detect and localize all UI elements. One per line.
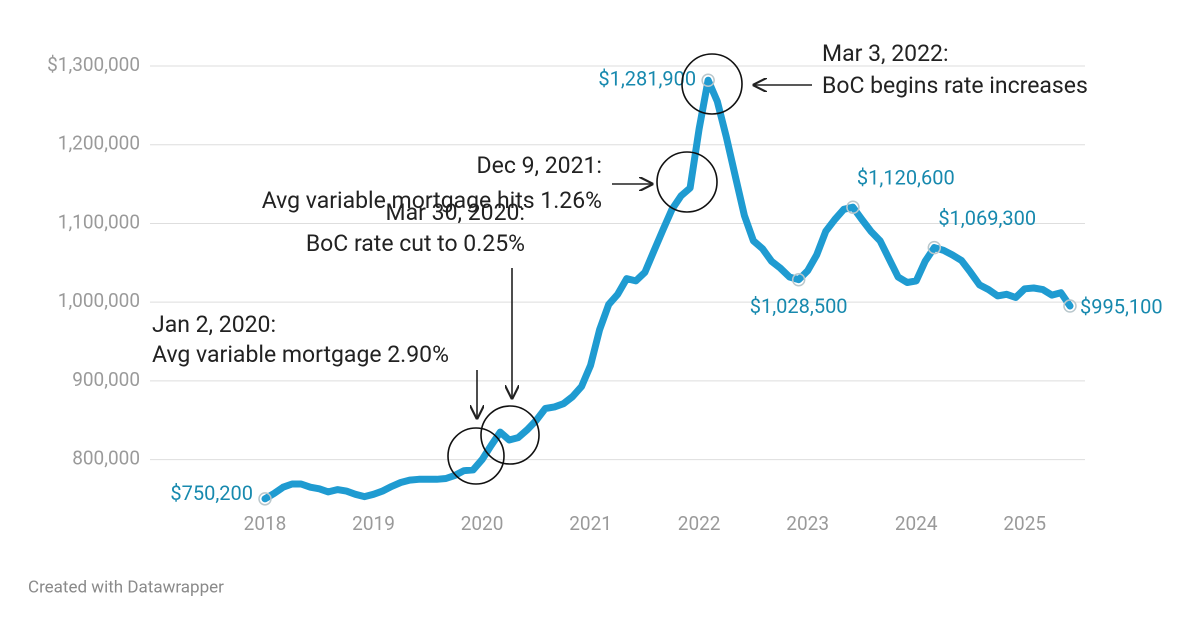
value-label: $1,281,900 xyxy=(598,67,696,91)
point-marker xyxy=(927,240,942,255)
annotation-text: BoC rate cut to 0.25% xyxy=(306,230,525,257)
value-label: $995,100 xyxy=(1080,294,1163,318)
grid: 800,000 900,000 1,000,000 1,100,000 1,200,00… xyxy=(47,53,1085,535)
annotation-text: Mar 3, 2022: xyxy=(822,40,949,67)
point-marker xyxy=(791,272,806,287)
value-label: $1,069,300 xyxy=(938,206,1036,230)
annotation-text: Dec 9, 2021: xyxy=(477,152,602,179)
point-marker xyxy=(701,73,715,87)
annotations: Mar 3, 2022: BoC begins rate increases D… xyxy=(152,40,1088,485)
y-tick-label: 900,000 xyxy=(72,368,140,391)
point-marker xyxy=(1063,299,1077,313)
x-tick-label: 2019 xyxy=(352,512,395,535)
x-tick-label: 2020 xyxy=(461,512,504,535)
annotation-text: BoC begins rate increases xyxy=(822,72,1088,99)
point-marker xyxy=(846,200,860,214)
y-tick-label: 1,000,000 xyxy=(58,289,140,312)
point-marker xyxy=(258,492,272,506)
annotation-circle xyxy=(656,151,718,213)
annotation-text: Avg variable mortgage hits 1.26% xyxy=(262,187,602,214)
value-label: $1,120,600 xyxy=(857,166,955,190)
annotation-circle xyxy=(681,53,743,115)
annotation-text: Jan 2, 2020: xyxy=(152,311,276,338)
annotation-text: Avg variable mortgage 2.90% xyxy=(152,341,449,368)
annotation-circle xyxy=(480,405,540,465)
annotation-circle xyxy=(447,427,505,485)
annotation-text: Mar 30, 2020: xyxy=(386,199,525,226)
x-tick-label: 2021 xyxy=(569,512,612,535)
y-tick-label: 1,200,000 xyxy=(58,132,140,155)
x-tick-label: 2018 xyxy=(244,512,287,535)
plot: $750,200 $1,281,900 $1,028,500 $1,120,600 $1… xyxy=(170,67,1163,506)
x-tick-label: 2025 xyxy=(1003,512,1046,535)
y-tick-label: 1,100,000 xyxy=(58,210,140,233)
y-tick-label: $1,300,000 xyxy=(47,53,140,76)
value-label: $750,200 xyxy=(170,481,253,505)
y-tick-label: 800,000 xyxy=(72,447,140,470)
x-tick-label: 2023 xyxy=(786,512,829,535)
value-label: $1,028,500 xyxy=(750,294,848,318)
x-tick-label: 2022 xyxy=(678,512,721,535)
footer: Created with Datawrapper xyxy=(28,577,224,597)
line xyxy=(261,76,1074,503)
x-tick-label: 2024 xyxy=(895,512,938,535)
